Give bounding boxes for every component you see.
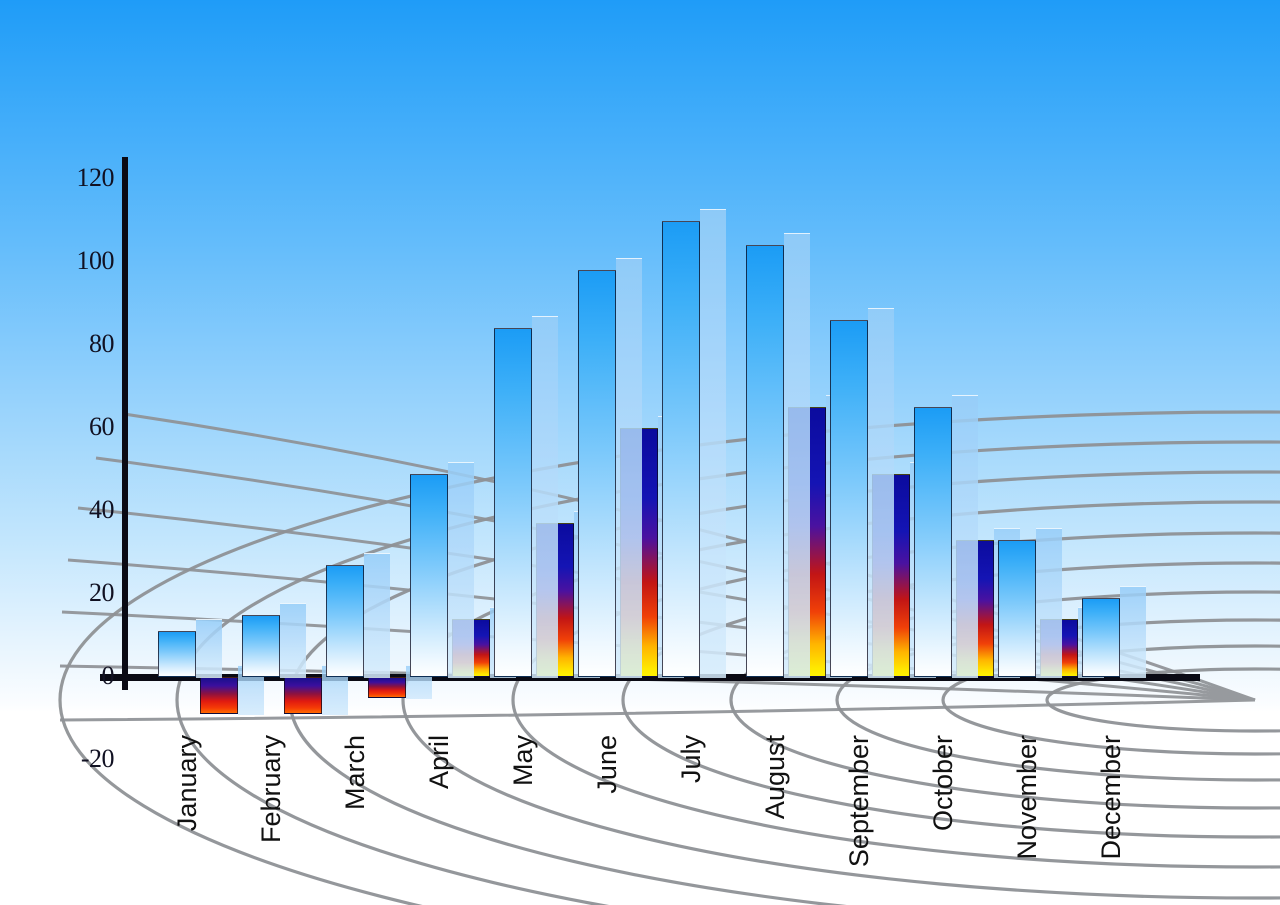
bar-february-series2 xyxy=(284,665,348,716)
bar-november-series1 xyxy=(998,528,1062,678)
bar-march-series2 xyxy=(368,665,432,699)
y-axis-tick-labels: 120 100 80 60 40 20 0 -20 xyxy=(0,0,115,905)
bar-june-series1 xyxy=(578,258,642,678)
x-axis-label-august: August xyxy=(760,735,790,820)
y-axis-tick-120: 120 xyxy=(76,163,115,192)
bar-front-face xyxy=(578,270,616,677)
bar-depth-face xyxy=(280,602,306,678)
bar-front-face xyxy=(998,540,1036,677)
bar-front-face xyxy=(830,320,868,677)
x-axis-label-june: June xyxy=(592,735,622,794)
x-axis-label-february: February xyxy=(256,735,286,844)
x-axis-label-january: January xyxy=(172,735,202,832)
bar-front-face xyxy=(242,614,280,677)
bar-depth-face xyxy=(700,208,726,678)
bar-depth-face xyxy=(784,233,810,678)
bar-depth-face xyxy=(448,461,474,678)
x-axis-line xyxy=(100,674,1200,681)
bar-front-face xyxy=(914,407,952,677)
y-axis-tick-60: 60 xyxy=(89,412,115,441)
bar-front-face xyxy=(746,245,784,677)
bar-depth-face xyxy=(196,619,222,678)
bar-front-face xyxy=(326,564,364,677)
y-axis-tick-0: 0 xyxy=(101,661,115,690)
x-axis-label-december: December xyxy=(1096,735,1126,860)
x-axis-label-september: September xyxy=(844,735,874,868)
bar-front-face xyxy=(158,631,196,677)
y-axis-tick-100: 100 xyxy=(76,246,115,275)
bar-july-series1 xyxy=(662,208,726,678)
y-axis-tick-neg20: -20 xyxy=(80,744,115,773)
bar-january-series2 xyxy=(200,665,264,716)
bar-september-series1 xyxy=(830,308,894,678)
bar-april-series1 xyxy=(410,461,474,678)
bar-front-face xyxy=(284,677,322,715)
bar-front-face xyxy=(662,220,700,677)
bar-front-face xyxy=(200,677,238,715)
x-axis-label-may: May xyxy=(508,735,538,787)
x-axis-label-november: November xyxy=(1012,735,1042,860)
x-axis-label-april: April xyxy=(424,735,454,790)
bar-december-series1 xyxy=(1082,586,1146,678)
bar-depth-face xyxy=(364,552,390,678)
bar-october-series1 xyxy=(914,395,978,678)
y-axis-tick-20: 20 xyxy=(89,578,115,607)
bar-depth-face xyxy=(1036,528,1062,678)
bar-march-series1 xyxy=(326,552,390,678)
bar-depth-face xyxy=(616,258,642,678)
y-axis-line xyxy=(122,157,128,690)
bar-depth-face xyxy=(1120,586,1146,678)
bar-depth-face xyxy=(868,308,894,678)
bar-august-series1 xyxy=(746,233,810,678)
bar-front-face xyxy=(410,473,448,677)
bar-may-series1 xyxy=(494,316,558,678)
bar-front-face xyxy=(368,677,406,698)
y-axis-tick-40: 40 xyxy=(89,495,115,524)
bar-february-series1 xyxy=(242,602,306,678)
bar-front-face xyxy=(494,328,532,677)
bar-depth-face xyxy=(952,395,978,678)
x-axis-label-october: October xyxy=(928,735,958,832)
bar-front-face xyxy=(1082,598,1120,677)
x-axis-label-july: July xyxy=(676,735,706,784)
y-axis-tick-80: 80 xyxy=(89,329,115,358)
bar-january-series1 xyxy=(158,619,222,678)
x-axis-label-march: March xyxy=(340,735,370,811)
bar-depth-face xyxy=(532,316,558,678)
